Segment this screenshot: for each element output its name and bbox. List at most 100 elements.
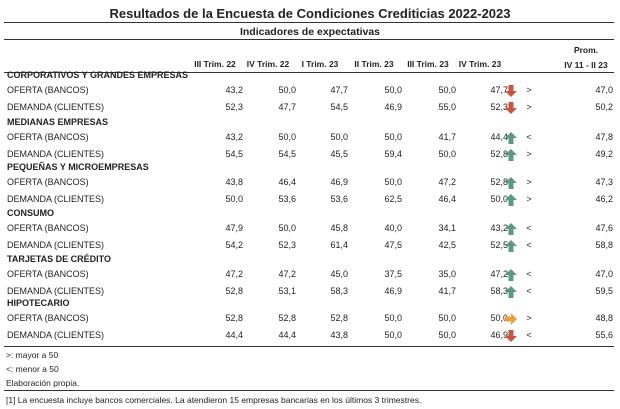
value-cell: 43,2 — [225, 132, 243, 142]
table-row: DEMANDA (CLIENTES) 52,3 47,7 54,5 46,9 55,0 52… — [0, 101, 620, 115]
table-row: OFERTA (BANCOS) 47,9 50,0 45,8 40,0 34,1 43,2 <… — [0, 222, 620, 236]
row-label: DEMANDA (CLIENTES) — [7, 102, 105, 112]
row-label: DEMANDA (CLIENTES) — [7, 286, 105, 296]
value-cell: 50,0 — [384, 330, 402, 340]
row-label: DEMANDA (CLIENTES) — [7, 240, 105, 250]
section-heading: PEQUEÑAS Y MICROEMPRESAS — [7, 162, 149, 172]
row-label: OFERTA (BANCOS) — [7, 313, 89, 323]
note-elaboracion: Elaboración propia. — [6, 378, 80, 388]
report-subtitle: Indicadores de expectativas — [239, 26, 381, 38]
value-cell: 47,5 — [384, 240, 402, 250]
column-header: I Trim. 23 — [301, 59, 339, 69]
row-label: OFERTA (BANCOS) — [7, 132, 89, 142]
value-cell: 43,2 — [490, 223, 508, 233]
comparison-sign: < — [526, 269, 532, 279]
value-cell: 50,0 — [438, 149, 456, 159]
value-cell: 50,0 — [278, 223, 296, 233]
value-cell: 50,0 — [225, 194, 243, 204]
value-cell: 53,6 — [278, 194, 296, 204]
table-row: OFERTA (BANCOS) 43,2 50,0 47,7 50,0 50,0 47,7 >… — [0, 84, 620, 98]
value-cell: 52,8 — [330, 313, 348, 323]
subtitle-rule — [4, 39, 614, 40]
arrow-up-icon — [505, 177, 517, 189]
table-row: DEMANDA (CLIENTES) 50,0 53,6 53,6 62,5 46,4 50… — [0, 193, 620, 207]
prom-cell: 47,0 — [595, 269, 613, 279]
value-cell: 41,7 — [438, 286, 456, 296]
comparison-sign: < — [526, 330, 532, 340]
section-heading: CORPORATIVOS Y GRANDES EMPRESAS — [7, 70, 189, 80]
table-row: DEMANDA (CLIENTES) 54,2 52,3 61,4 47,5 42,5 52… — [0, 239, 620, 253]
row-label: DEMANDA (CLIENTES) — [7, 194, 105, 204]
value-cell: 50,0 — [384, 313, 402, 323]
value-cell: 50,0 — [330, 132, 348, 142]
value-cell: 52,8 — [278, 313, 296, 323]
arrow-up-icon — [505, 269, 517, 281]
arrow-down-icon — [505, 102, 517, 114]
comparison-sign: > — [526, 194, 532, 204]
arrow-up-icon — [505, 194, 517, 206]
arrow-right-icon — [505, 313, 517, 325]
value-cell: 47,7 — [490, 85, 508, 95]
value-cell: 50,0 — [438, 330, 456, 340]
arrow-up-icon — [505, 286, 517, 298]
value-cell: 62,5 — [384, 194, 402, 204]
section-heading: TARJETAS DE CRÉDITO — [7, 254, 112, 264]
value-cell: 46,9 — [384, 102, 402, 112]
prom-cell: 49,2 — [595, 149, 613, 159]
section-heading: HIPOTECARIO — [7, 298, 70, 308]
header-rule — [4, 72, 614, 73]
comparison-sign: > — [526, 149, 532, 159]
table-row: OFERTA (BANCOS) 52,8 52,8 52,8 50,0 50,0 50,0 >… — [0, 312, 620, 326]
table-row: OFERTA (BANCOS) 43,8 46,4 46,9 50,0 47,2 52,8 >… — [0, 176, 620, 190]
value-cell: 58,3 — [490, 286, 508, 296]
table-bottom-rule — [4, 346, 614, 347]
value-cell: 50,0 — [384, 177, 402, 187]
section-heading: MEDIANAS EMPRESAS — [7, 117, 109, 127]
value-cell: 46,4 — [438, 194, 456, 204]
column-header: III Trim. 22 — [194, 59, 236, 69]
value-cell: 52,8 — [490, 149, 508, 159]
value-cell: 42,5 — [438, 240, 456, 250]
value-cell: 54,5 — [278, 149, 296, 159]
value-cell: 43,8 — [330, 330, 348, 340]
value-cell: 44,4 — [490, 132, 508, 142]
row-label: DEMANDA (CLIENTES) — [7, 149, 105, 159]
comparison-sign: < — [526, 286, 532, 296]
arrow-up-icon — [505, 149, 517, 161]
table-row: OFERTA (BANCOS) 43,2 50,0 50,0 50,0 41,7 44,4 <… — [0, 131, 620, 145]
arrow-up-icon — [505, 223, 517, 235]
value-cell: 44,4 — [225, 330, 243, 340]
prom-header-line2: IV 11 - II 23 — [564, 60, 608, 70]
comparison-sign: > — [526, 102, 532, 112]
value-cell: 50,0 — [278, 132, 296, 142]
comparison-sign: < — [526, 240, 532, 250]
table-row: DEMANDA (CLIENTES) 54,5 54,5 45,5 59,4 50,0 52… — [0, 148, 620, 162]
value-cell: 58,3 — [330, 286, 348, 296]
prom-header-line1: Prom. — [573, 45, 599, 55]
value-cell: 45,5 — [330, 149, 348, 159]
section-heading: CONSUMO — [7, 208, 54, 218]
value-cell: 54,5 — [225, 149, 243, 159]
value-cell: 54,2 — [225, 240, 243, 250]
row-label: OFERTA (BANCOS) — [7, 177, 89, 187]
prom-header: Prom. IV 11 - II 23 — [556, 43, 616, 73]
value-cell: 53,6 — [330, 194, 348, 204]
value-cell: 50,0 — [490, 313, 508, 323]
value-cell: 61,4 — [330, 240, 348, 250]
table-row: DEMANDA (CLIENTES) 52,8 53,1 58,3 46,9 41,7 58… — [0, 285, 620, 299]
prom-cell: 47,6 — [595, 223, 613, 233]
value-cell: 50,0 — [490, 194, 508, 204]
note-mayor: >: mayor a 50 — [6, 350, 59, 360]
table-row: DEMANDA (CLIENTES) 44,4 44,4 43,8 50,0 50,0 46… — [0, 329, 620, 343]
value-cell: 53,1 — [278, 286, 296, 296]
prom-cell: 48,8 — [595, 313, 613, 323]
value-cell: 47,2 — [225, 269, 243, 279]
table-row: OFERTA (BANCOS) 47,2 47,2 45,0 37,5 35,0 47,2 <… — [0, 268, 620, 282]
row-label: OFERTA (BANCOS) — [7, 85, 89, 95]
value-cell: 47,2 — [438, 177, 456, 187]
value-cell: 50,0 — [384, 85, 402, 95]
comparison-sign: > — [526, 313, 532, 323]
prom-cell: 47,3 — [595, 177, 613, 187]
value-cell: 40,0 — [384, 223, 402, 233]
